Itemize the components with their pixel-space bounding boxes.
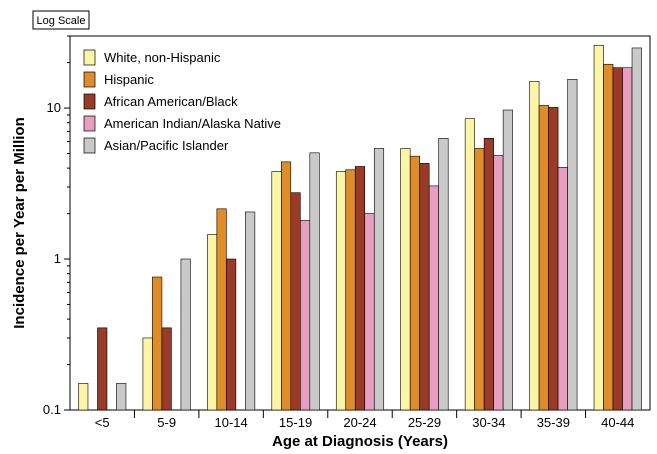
bar: [464, 118, 475, 411]
legend-label: African American/Black: [104, 94, 238, 109]
bar: [419, 163, 430, 411]
bar: [152, 276, 163, 411]
legend: White, non-Hispanic Hispanic African Ameri…: [83, 49, 281, 154]
bar: [483, 138, 494, 411]
y-tick-label: 10: [47, 100, 61, 115]
bar: [548, 107, 559, 411]
bar: [281, 161, 292, 411]
bar: [335, 171, 347, 411]
bar: [567, 78, 578, 411]
bar: [345, 169, 356, 411]
legend-label: Asian/Pacific Islander: [104, 138, 229, 153]
bar: [502, 109, 513, 411]
x-tick-label: 35-39: [537, 415, 570, 430]
x-tick-label: 15-19: [279, 415, 312, 430]
y-tick-label: 1: [54, 251, 61, 266]
bar: [290, 192, 301, 411]
legend-swatch: [83, 93, 96, 110]
legend-label: American Indian/Alaska Native: [104, 116, 281, 131]
x-tick-label: 10-14: [214, 415, 247, 430]
bars-group: [78, 45, 642, 411]
bar: [78, 383, 89, 411]
legend-swatch: [83, 137, 96, 154]
x-tick-label: 40-44: [601, 415, 634, 430]
x-tick-label: 20-24: [343, 415, 376, 430]
bar: [364, 213, 375, 411]
bar: [142, 337, 153, 411]
bar: [409, 155, 420, 411]
bar: [631, 47, 642, 411]
legend-swatch: [83, 49, 96, 66]
bar: [207, 234, 218, 411]
bar: [271, 171, 282, 411]
y-axis: 0.1 1 10: [43, 35, 70, 417]
bar: [428, 185, 439, 411]
scale-box-label: Log Scale: [37, 15, 86, 27]
legend-label: Hispanic: [104, 72, 154, 87]
bar: [97, 327, 108, 411]
bar: [438, 138, 449, 411]
x-tick-label: 25-29: [408, 415, 441, 430]
bar: [474, 148, 485, 411]
bar: [612, 67, 623, 411]
bar: [180, 258, 191, 411]
bar: [161, 327, 172, 411]
x-tick-label: 30-34: [472, 415, 505, 430]
legend-label: White, non-Hispanic: [104, 50, 221, 65]
bar: [529, 81, 540, 411]
scale-box: Log Scale: [32, 10, 90, 30]
x-axis-title: Age at Diagnosis (Years): [272, 433, 448, 450]
bar: [309, 152, 320, 411]
bar: [400, 148, 411, 411]
bar: [116, 383, 127, 411]
y-tick-label: 0.1: [43, 402, 61, 417]
x-axis: <5 5-9 10-14 15-19 20-24 25-29 30-34 35-39 40-44: [95, 410, 634, 430]
bar: [245, 211, 256, 411]
bar: [226, 258, 237, 411]
bar: [216, 208, 227, 411]
bar: [538, 105, 549, 411]
bar: [493, 155, 504, 411]
bar: [622, 67, 633, 411]
bar: [373, 148, 385, 411]
bar: [557, 167, 568, 411]
legend-swatch: [83, 71, 96, 88]
x-tick-label: 5-9: [157, 415, 176, 430]
x-tick-label: <5: [95, 415, 110, 430]
bar: [300, 220, 311, 411]
legend-swatch: [83, 115, 96, 132]
y-axis-title: Incidence per Year per Million: [11, 117, 28, 328]
bar: [603, 63, 614, 411]
bar: [593, 45, 604, 411]
bar: [354, 166, 366, 411]
